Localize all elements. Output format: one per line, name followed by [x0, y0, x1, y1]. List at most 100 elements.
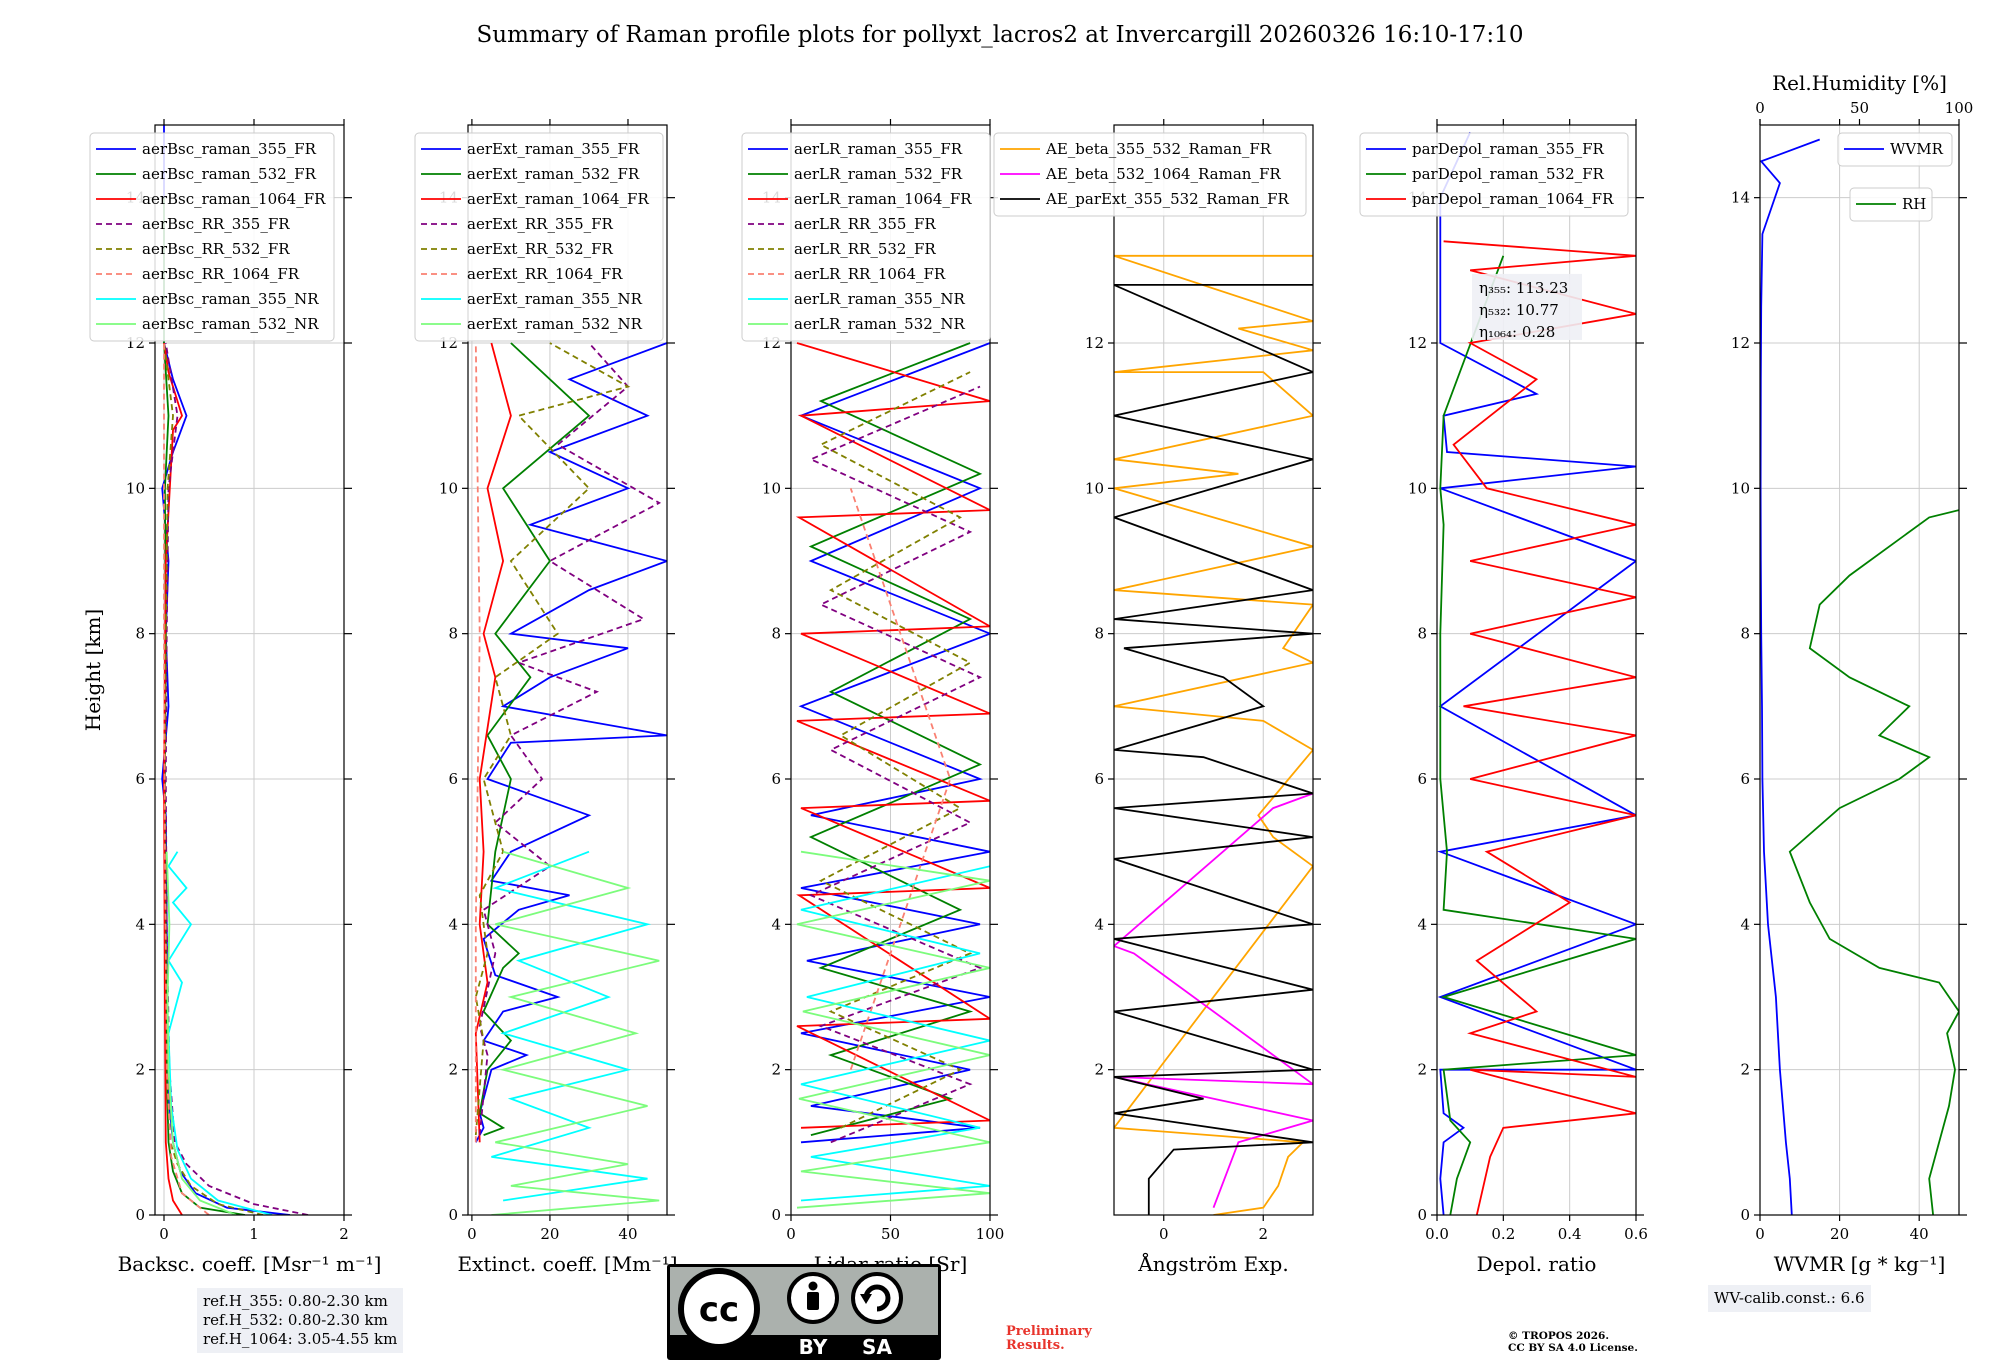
y-tick-label: 2 [1740, 1061, 1750, 1079]
legend-label: aerExt_raman_532_FR [467, 165, 640, 183]
series-aerExt_raman_355_FR [475, 342, 667, 1143]
legend-label: aerExt_raman_355_NR [467, 290, 643, 308]
share-alike-icon [851, 1272, 903, 1324]
x-tick-label: 0 [1755, 1225, 1765, 1243]
series-aerBsc_raman_532_FR [163, 197, 246, 1215]
y-tick-label: 2 [135, 1061, 145, 1079]
x-tick-label: 20 [1830, 1225, 1849, 1243]
x-tick-label: 0.0 [1425, 1225, 1449, 1243]
series-aerExt_raman_532_NR [491, 850, 660, 1215]
axes-frame [1759, 124, 1960, 1216]
legend-label: parDepol_raman_532_FR [1412, 165, 1605, 183]
legend-label: aerBsc_raman_532_FR [142, 165, 317, 183]
legend-label: AE_beta_532_1064_Raman_FR [1045, 165, 1281, 183]
y-tick-label: 8 [1417, 625, 1427, 643]
series-aerLR_raman_355_FR [798, 342, 990, 1144]
series-parDepol_raman_1064_FR [1443, 240, 1636, 1215]
series-aerLR_RR_532_FR [818, 371, 973, 1129]
panel-depolarization: 0.00.20.40.602468101214Depol. ratioη₃₅₅:… [1408, 119, 1648, 1276]
legend-label: aerBsc_raman_355_FR [142, 140, 317, 158]
x-tick-label: 40 [1910, 1225, 1929, 1243]
legend-label: AE_parExt_355_532_Raman_FR [1045, 190, 1290, 208]
y-tick-label: 4 [1094, 915, 1104, 933]
series-aerLR_raman_1064_FR [795, 342, 990, 1129]
legend-backscatter: aerBsc_raman_355_FR aerBsc_raman_532_FRae… [89, 132, 335, 342]
series-aerExt_RR_532_FR [474, 342, 631, 1136]
legend-label: aerBsc_RR_1064_FR [142, 265, 300, 283]
legend-label: aerLR_raman_532_NR [794, 315, 965, 333]
y-tick-label: 8 [771, 625, 781, 643]
y-tick-label: 6 [1740, 770, 1750, 788]
series-aerExt_RR_1064_FR [474, 342, 481, 1143]
x-tick-label: 0 [786, 1225, 796, 1243]
y-tick-label: 12 [1085, 334, 1104, 352]
y-tick-label: 6 [1094, 770, 1104, 788]
y-tick-label: 12 [1731, 334, 1750, 352]
y-tick-label: 10 [439, 479, 458, 497]
series-aerExt_raman_355_NR [491, 850, 652, 1202]
y-tick-label: 10 [762, 479, 781, 497]
x-tick-label: 100 [976, 1225, 1005, 1243]
y-tick-label: 2 [1417, 1061, 1427, 1079]
top-x-tick-label: 100 [1945, 99, 1974, 117]
preliminary-note: Preliminary Results. [1006, 1325, 1092, 1353]
series-RH [1788, 509, 1959, 1215]
x-tick-label: 0.6 [1624, 1225, 1648, 1243]
legend-label: aerExt_raman_355_FR [467, 140, 640, 158]
legend-depolarization: parDepol_raman_355_FR parDepol_raman_532_… [1359, 132, 1629, 217]
y-tick-label: 4 [1417, 915, 1427, 933]
series-aerBsc_raman_532_NR [165, 851, 237, 1215]
series-AE_beta_355_532_Raman_FR [1114, 254, 1313, 1215]
x-axis-label: Extinct. coeff. [Mm⁻¹] [457, 1252, 677, 1276]
y-tick-label: 6 [771, 770, 781, 788]
legend-lidar_ratio: aerLR_raman_355_FR aerLR_raman_532_FR aerL… [741, 132, 991, 342]
y-tick-label: 2 [1094, 1061, 1104, 1079]
axes-frame [1113, 124, 1314, 1216]
x-tick-label: 1 [249, 1225, 259, 1243]
y-tick-label: 8 [135, 625, 145, 643]
axes-frame [154, 124, 345, 1216]
y-tick-label: 4 [1740, 915, 1750, 933]
legend-label: aerLR_raman_532_FR [794, 165, 963, 183]
x-axis-label: Depol. ratio [1477, 1252, 1597, 1276]
legend-angstrom: AE_beta_355_532_Raman_FR AE_beta_532_1064… [993, 132, 1307, 217]
legend-label: aerBsc_RR_355_FR [142, 215, 290, 233]
y-tick-label: 6 [448, 770, 458, 788]
legend-label: RH [1902, 195, 1926, 213]
preliminary-line-2: Results. [1006, 1338, 1065, 1353]
legend-label: parDepol_raman_1064_FR [1412, 190, 1614, 208]
legend-wvmr: WVMR [1837, 132, 1953, 167]
panel-water_vapour: 0 20 40 0 2 4 6 8 10 12 14 WVMR [g * kg⁻¹] 0 50 100 Rel… [1731, 71, 1973, 1276]
y-tick-label: 4 [771, 915, 781, 933]
legend-extinction: aerExt_raman_355_FR aerExt_raman_532_FRae… [414, 132, 664, 342]
cc-logo-text: cc [699, 1290, 739, 1330]
y-tick-label: 8 [1740, 625, 1750, 643]
y-tick-label: 6 [1417, 770, 1427, 788]
legend-label: aerExt_RR_355_FR [467, 215, 614, 233]
x-axis-label: WVMR [g * kg⁻¹] [1774, 1252, 1946, 1276]
x-tick-label: 0 [1159, 1225, 1169, 1243]
legend-label: aerBsc_raman_355_NR [142, 290, 319, 308]
series-aerBsc_raman_355_NR [167, 851, 273, 1215]
eta-annotation: η₃₅₅: 113.23 η₅₃₂: 10.77 η₁₀₆₄: 0.28 [1472, 273, 1582, 341]
series-aerExt_raman_532_FR [478, 342, 591, 1136]
legend-label: aerExt_RR_532_FR [467, 240, 614, 258]
legend-label: aerBsc_RR_532_FR [142, 240, 290, 258]
cc-by-sa-badge: cc BY SA [667, 1264, 941, 1360]
figure-title: Summary of Raman profile plots for polly… [476, 22, 1524, 48]
x-tick-label: 0.2 [1491, 1225, 1515, 1243]
x-tick-label: 0 [467, 1225, 477, 1243]
axes-frame [467, 124, 668, 1216]
legend-label: aerBsc_raman_1064_FR [142, 190, 326, 208]
wv-calib-text: WV-calib.const.: 6.6 [1714, 1289, 1865, 1307]
copyright-note: © TROPOS 2026. CC BY SA 4.0 License. [1508, 1330, 1638, 1354]
badge-sa-label: SA [862, 1335, 892, 1359]
y-tick-label: 10 [126, 479, 145, 497]
y-tick-label: 14 [1731, 189, 1750, 207]
eta-line: η₃₅₅: 113.23 [1479, 279, 1568, 297]
y-tick-label: 0 [1417, 1206, 1427, 1224]
y-tick-label: 8 [448, 625, 458, 643]
legend-label: aerExt_raman_532_NR [467, 315, 643, 333]
legend-label: aerLR_RR_1064_FR [794, 265, 946, 283]
